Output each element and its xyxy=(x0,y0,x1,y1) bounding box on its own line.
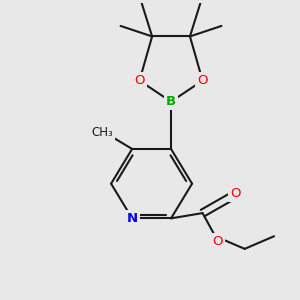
Text: CH₃: CH₃ xyxy=(92,126,114,139)
Text: O: O xyxy=(197,74,208,87)
Text: O: O xyxy=(212,235,223,248)
Text: O: O xyxy=(134,74,145,87)
Text: N: N xyxy=(127,212,138,225)
Text: B: B xyxy=(166,95,176,108)
Text: O: O xyxy=(230,187,240,200)
